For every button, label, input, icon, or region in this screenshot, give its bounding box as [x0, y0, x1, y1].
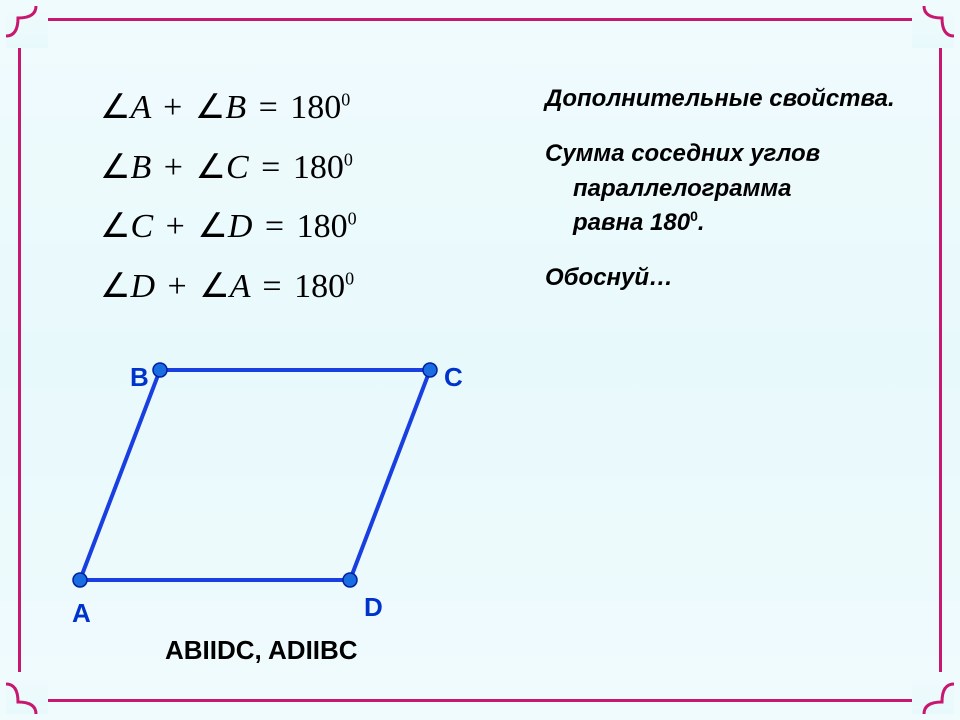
frame-corner-br — [912, 672, 954, 714]
equation-row: ∠D + ∠A = 1800 — [100, 257, 357, 317]
equation-row: ∠C + ∠D = 1800 — [100, 197, 357, 257]
prompt: Обоснуй… — [545, 261, 905, 296]
equations-block: ∠A + ∠B = 1800∠B + ∠C = 1800∠C + ∠D = 18… — [100, 78, 357, 316]
parallelogram-svg — [60, 350, 500, 670]
frame-corner-tl — [6, 6, 48, 48]
equation-row: ∠A + ∠B = 1800 — [100, 78, 357, 138]
parallel-notation: ABIIDC, ADIIBC — [165, 635, 358, 666]
vertex-label-b: B — [130, 362, 149, 393]
frame-corner-tr — [912, 6, 954, 48]
vertex-label-c: C — [444, 362, 463, 393]
vertex-label-a: A — [72, 598, 91, 629]
properties-text: Дополнительные свойства. Сумма соседних … — [545, 82, 905, 316]
parallelogram-diagram: A B C D ABIIDC, ADIIBC — [60, 350, 500, 670]
body: Сумма соседних углов параллелограмма рав… — [545, 137, 905, 241]
frame-corner-bl — [6, 672, 48, 714]
vertex-label-d: D — [364, 592, 383, 623]
equation-row: ∠B + ∠C = 1800 — [100, 138, 357, 198]
heading: Дополнительные свойства. — [545, 82, 905, 117]
